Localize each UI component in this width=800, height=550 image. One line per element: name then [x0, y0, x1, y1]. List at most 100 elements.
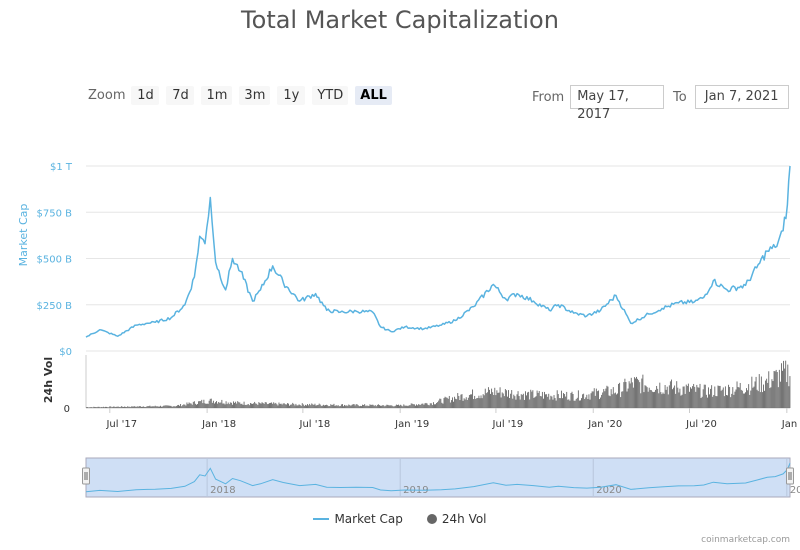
volume-bar	[704, 384, 706, 408]
volume-bar	[508, 390, 509, 408]
volume-bar	[553, 395, 555, 408]
volume-bar	[248, 405, 250, 408]
zoom-ytd-button[interactable]: YTD	[312, 86, 349, 105]
from-date-input[interactable]: May 17, 2017	[570, 85, 665, 122]
volume-bar	[659, 382, 661, 408]
volume-bar	[617, 393, 618, 408]
navigator[interactable]: 2018 2019 2020 20	[82, 457, 800, 498]
volume-bar	[340, 404, 342, 408]
volume-bar	[516, 394, 518, 408]
volume-bar	[706, 397, 708, 408]
volume-bar	[463, 398, 465, 408]
volume-bar	[718, 385, 720, 408]
volume-bar	[600, 397, 602, 408]
volume-bar	[373, 405, 375, 408]
volume-bar	[139, 406, 141, 408]
volume-bar	[620, 397, 622, 408]
volume-bar	[181, 406, 183, 408]
volume-bar	[410, 403, 412, 408]
volume-bar	[535, 396, 537, 408]
volume-bar	[497, 392, 499, 408]
volume-bar	[393, 406, 395, 408]
volume-bar	[210, 398, 212, 408]
chart-title: Total Market Capitalization	[241, 6, 559, 34]
volume-bar	[383, 405, 385, 408]
volume-bar	[311, 403, 313, 408]
volume-bar	[507, 396, 508, 408]
volume-bar	[431, 405, 433, 408]
volume-bar	[223, 403, 225, 408]
x-tick-label: Jan '21	[781, 419, 800, 430]
volume-bar	[609, 396, 611, 408]
legend-market-cap[interactable]: Market Cap	[313, 512, 403, 526]
y-tick-label: $1 T	[50, 162, 73, 173]
zoom-1d-button[interactable]: 1d	[131, 86, 160, 105]
volume-bar	[297, 405, 299, 408]
volume-bar	[654, 391, 655, 408]
volume-bar	[314, 403, 316, 408]
volume-bar	[614, 392, 616, 408]
volume-bar	[434, 404, 435, 408]
volume-bar	[120, 406, 122, 408]
volume-bar	[260, 403, 262, 408]
volume-bar	[568, 399, 570, 408]
volume-bar	[330, 404, 332, 408]
volume-bar	[299, 405, 301, 408]
volume-bar	[534, 397, 536, 408]
volume-bar	[367, 405, 369, 408]
volume-bar	[90, 407, 92, 408]
to-label: To	[673, 89, 687, 105]
volume-bar	[547, 396, 549, 408]
volume-bar	[141, 406, 142, 408]
volume-bar	[685, 384, 687, 408]
volume-bar	[769, 388, 771, 408]
volume-bar	[775, 369, 777, 408]
volume-bar	[437, 402, 439, 408]
volume-bar	[266, 404, 268, 408]
volume-bar	[389, 405, 391, 408]
volume-bar	[129, 406, 131, 408]
to-date-input[interactable]: Jan 7, 2021	[694, 85, 789, 109]
volume-bar	[337, 405, 339, 408]
volume-bar	[669, 381, 671, 408]
volume-bar	[502, 393, 504, 408]
volume-bar	[499, 387, 501, 408]
volume-bar	[708, 387, 709, 408]
legend-volume[interactable]: 24h Vol	[426, 512, 487, 526]
volume-bar	[237, 401, 239, 408]
volume-bar	[106, 406, 107, 408]
zoom-3m-button[interactable]: 3m	[239, 86, 271, 105]
volume-bar	[189, 403, 191, 408]
volume-bar	[261, 402, 263, 408]
volume-bar	[180, 404, 182, 408]
volume-bar	[650, 390, 652, 408]
volume-bar	[644, 385, 646, 408]
zoom-1m-button[interactable]: 1m	[201, 86, 233, 105]
volume-bar	[461, 394, 463, 408]
zoom-1y-button[interactable]: 1y	[277, 86, 306, 105]
volume-bar	[258, 402, 260, 408]
volume-bar	[377, 404, 379, 408]
volume-bar	[676, 381, 678, 408]
volume-bar	[472, 389, 474, 408]
volume-bar	[152, 406, 154, 408]
zoom-all-button[interactable]: ALL	[355, 86, 392, 105]
volume-bar	[219, 402, 221, 408]
volume-bar	[91, 407, 93, 408]
volume-bar	[571, 391, 573, 408]
volume-bar	[412, 404, 414, 408]
zoom-7d-button[interactable]: 7d	[166, 86, 195, 105]
volume-bar	[468, 394, 470, 408]
volume-bar	[197, 404, 198, 408]
navigator-left-handle[interactable]	[82, 467, 90, 485]
navigator-right-handle[interactable]	[786, 467, 794, 485]
volume-bar	[750, 390, 752, 408]
volume-bar	[477, 397, 479, 408]
volume-bar	[690, 387, 691, 408]
volume-bar	[246, 404, 248, 408]
volume-bar	[480, 395, 482, 408]
credit-link[interactable]: coinmarketcap.com	[701, 535, 790, 545]
volume-bar	[421, 403, 423, 408]
volume-bar	[405, 405, 407, 408]
volume-bar	[766, 378, 768, 408]
